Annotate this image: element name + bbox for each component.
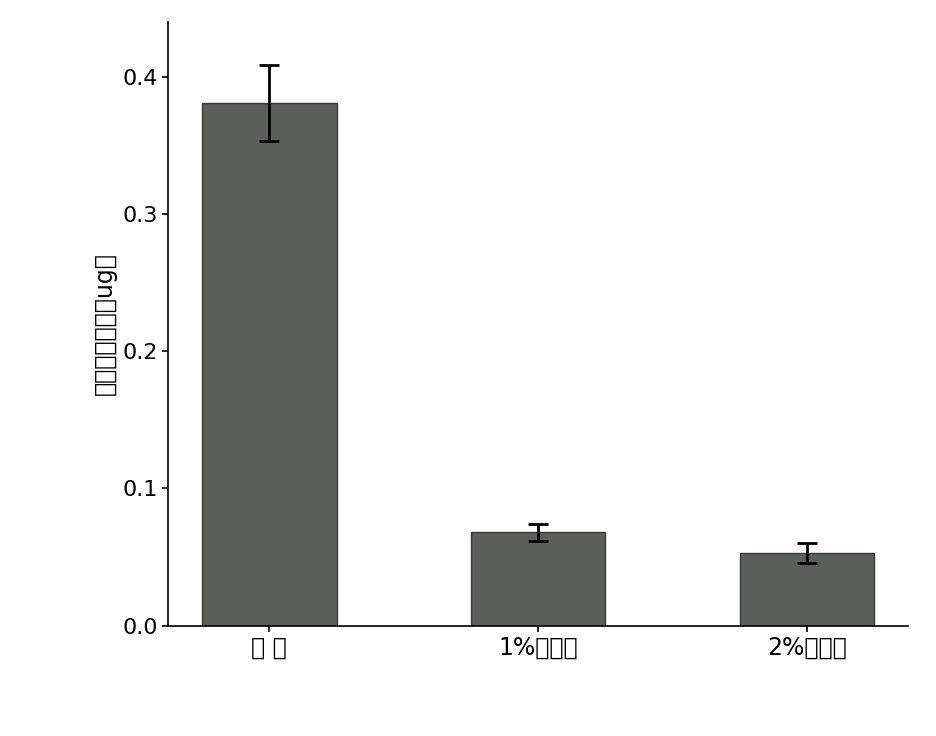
Bar	[471, 532, 606, 626]
Bar	[739, 553, 874, 626]
Bar	[202, 103, 337, 626]
Y-axis label: 四氯苯挥发量（ug）: 四氯苯挥发量（ug）	[93, 252, 117, 395]
